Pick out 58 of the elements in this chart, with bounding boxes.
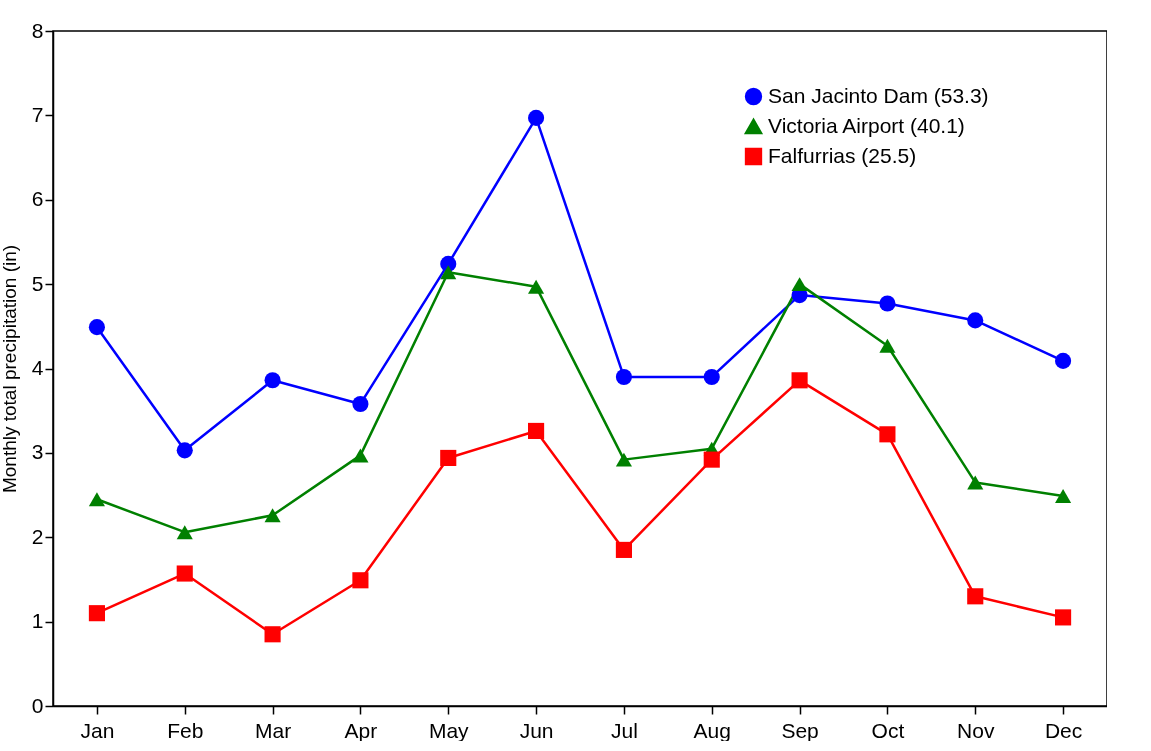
point xyxy=(528,109,545,126)
x-tick-label: Jun xyxy=(519,718,554,742)
x-tick-label: Dec xyxy=(1044,718,1083,742)
y-tick-label: 8 xyxy=(31,18,44,42)
y-tick-label: 5 xyxy=(31,271,44,295)
x-tick-label: Nov xyxy=(957,718,995,742)
point xyxy=(879,295,896,312)
point xyxy=(264,508,281,523)
legend-label: Victoria Airport (40.1) xyxy=(768,113,965,137)
point xyxy=(88,319,105,336)
point xyxy=(615,541,632,558)
point xyxy=(703,451,720,468)
point xyxy=(352,448,369,463)
point xyxy=(528,279,545,294)
point xyxy=(176,442,193,459)
y-tick-label: 3 xyxy=(31,440,44,464)
point xyxy=(352,395,369,412)
x-tick-label: Mar xyxy=(255,718,292,742)
point xyxy=(88,605,105,622)
point xyxy=(791,372,808,389)
point xyxy=(1055,352,1072,369)
x-tick-label: Oct xyxy=(871,718,905,742)
point xyxy=(967,312,984,329)
point xyxy=(88,492,105,507)
point xyxy=(615,452,632,467)
y-tick-label: 2 xyxy=(31,524,44,548)
x-tick-label: Sep xyxy=(781,718,819,742)
point xyxy=(879,426,896,443)
y-axis-title: Monthly total precipitation (in) xyxy=(0,244,20,494)
point xyxy=(440,265,457,280)
x-tick-label: May xyxy=(428,718,470,742)
x-tick-label: Jul xyxy=(610,718,638,742)
y-tick-label: 4 xyxy=(31,356,44,379)
point xyxy=(1055,609,1072,626)
point xyxy=(176,565,193,582)
point xyxy=(967,588,984,605)
x-tick-label: Feb xyxy=(167,718,204,742)
y-tick-label: 1 xyxy=(31,609,44,633)
point xyxy=(967,475,984,490)
point xyxy=(615,368,632,385)
point xyxy=(176,525,193,540)
y-tick-label: 7 xyxy=(31,102,44,126)
point xyxy=(264,372,281,389)
point xyxy=(703,368,720,385)
point xyxy=(1055,488,1072,503)
point xyxy=(352,572,369,589)
legend-label: Falfurrias (25.5) xyxy=(768,143,917,167)
y-tick-label: 6 xyxy=(31,187,44,211)
legend-label: San Jacinto Dam (53.3) xyxy=(768,83,989,107)
point xyxy=(440,449,457,466)
point xyxy=(791,277,808,292)
point xyxy=(528,422,545,439)
x-tick-label: Aug xyxy=(693,718,731,742)
point xyxy=(264,626,281,643)
y-tick-label: 0 xyxy=(31,693,44,717)
x-tick-label: Jan xyxy=(80,718,115,742)
x-tick-label: Apr xyxy=(344,718,378,742)
point xyxy=(879,338,896,353)
